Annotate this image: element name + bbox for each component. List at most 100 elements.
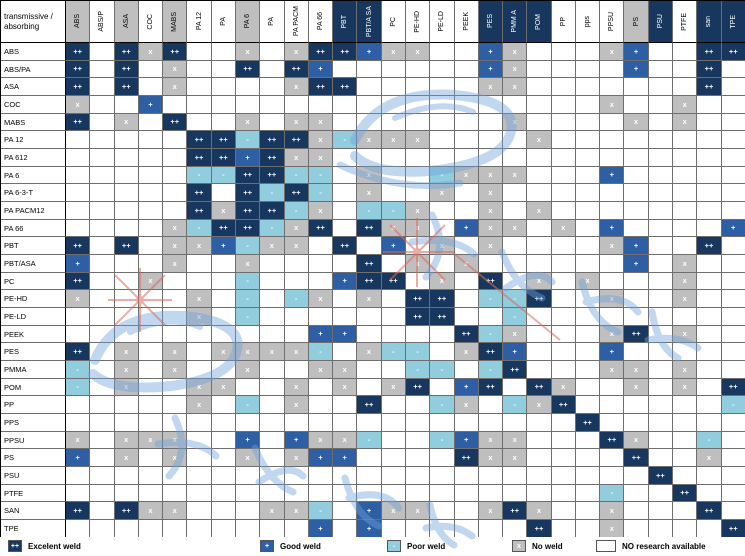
matrix-cell <box>648 431 674 450</box>
matrix-cell <box>527 96 552 114</box>
matrix-cell: x <box>673 361 698 379</box>
matrix-cell <box>381 290 406 309</box>
col-header-label: PE-LD <box>438 11 446 32</box>
matrix-cell: x <box>163 361 188 379</box>
matrix-cell <box>381 113 406 132</box>
matrix-cell <box>454 467 479 485</box>
matrix-cell <box>357 449 382 468</box>
matrix-cell <box>478 113 504 132</box>
matrix-cell: ++ <box>405 290 431 309</box>
matrix-cell <box>138 308 164 326</box>
matrix-cell <box>333 290 358 309</box>
matrix-cell: - <box>308 184 334 203</box>
matrix-cell: + <box>624 237 649 256</box>
col-header-tpe: TPE <box>721 1 745 43</box>
matrix-cell: x <box>381 502 406 521</box>
matrix-cell <box>527 237 552 256</box>
matrix-cell <box>697 96 722 114</box>
matrix-cell <box>721 96 745 114</box>
matrix-cell <box>648 43 674 61</box>
matrix-cell <box>454 131 479 150</box>
matrix-cell <box>211 414 236 432</box>
matrix-cell: - <box>430 431 455 450</box>
matrix-cell <box>284 308 309 326</box>
matrix-cell: x <box>357 131 382 150</box>
matrix-cell: x <box>600 361 625 379</box>
matrix-cell: x <box>478 202 504 220</box>
matrix-cell <box>430 414 455 432</box>
matrix-cell <box>478 484 504 503</box>
matrix-cell: ++ <box>284 131 309 150</box>
matrix-cell: ++ <box>454 449 479 468</box>
matrix-cell: x <box>187 290 212 309</box>
row-header-abs-pa: ABS/PA <box>1 60 66 79</box>
matrix-cell: + <box>721 219 745 238</box>
matrix-cell <box>114 96 139 114</box>
matrix-cell <box>478 467 504 485</box>
matrix-cell: x <box>308 202 334 220</box>
matrix-cell <box>114 131 139 150</box>
col-header-mabs: MABS <box>163 1 188 43</box>
matrix-cell: x <box>211 378 236 397</box>
matrix-cell: - <box>235 237 261 256</box>
col-header-label: PA <box>219 17 227 26</box>
matrix-cell <box>90 502 115 521</box>
matrix-cell <box>405 396 431 415</box>
matrix-cell: x <box>381 43 406 61</box>
matrix-cell: ++ <box>114 78 139 97</box>
col-header-pa-6: PA 6 <box>235 1 261 43</box>
matrix-cell: + <box>284 431 309 450</box>
matrix-cell: x <box>503 449 528 468</box>
matrix-cell <box>381 78 406 97</box>
matrix-cell <box>478 520 504 538</box>
matrix-cell <box>527 78 552 97</box>
matrix-cell <box>454 520 479 538</box>
matrix-cell <box>673 396 698 415</box>
matrix-cell <box>697 396 722 415</box>
matrix-cell <box>405 237 431 256</box>
matrix-cell <box>575 290 601 309</box>
matrix-cell <box>138 325 164 344</box>
matrix-cell <box>721 202 745 220</box>
matrix-cell <box>90 325 115 344</box>
matrix-cell <box>90 149 115 167</box>
matrix-cell <box>357 325 382 344</box>
matrix-cell <box>114 219 139 238</box>
matrix-cell <box>454 149 479 167</box>
matrix-cell: x <box>163 431 188 450</box>
matrix-cell: + <box>357 520 382 538</box>
legend-label: Good weld <box>280 541 321 551</box>
matrix-cell: + <box>66 449 91 468</box>
matrix-cell <box>90 361 115 379</box>
matrix-cell: ++ <box>163 113 188 132</box>
matrix-cell: x <box>114 449 139 468</box>
matrix-cell: x <box>405 131 431 150</box>
matrix-cell <box>114 325 139 344</box>
matrix-cell <box>454 502 479 521</box>
matrix-cell: ++ <box>357 255 382 273</box>
matrix-cell <box>235 484 261 503</box>
legend-swatch: + <box>260 540 274 552</box>
matrix-cell <box>211 361 236 379</box>
matrix-cell: - <box>235 131 261 150</box>
matrix-cell: ++ <box>430 308 455 326</box>
matrix-cell <box>648 414 674 432</box>
matrix-cell <box>284 361 309 379</box>
matrix-cell <box>600 396 625 415</box>
matrix-cell: x <box>503 325 528 344</box>
matrix-cell <box>648 78 674 97</box>
matrix-cell <box>575 43 601 61</box>
matrix-cell <box>138 131 164 150</box>
col-header-psu: PSU <box>648 1 674 43</box>
matrix-cell <box>624 166 649 185</box>
matrix-cell <box>138 520 164 538</box>
matrix-cell <box>478 396 504 415</box>
matrix-cell: x <box>333 361 358 379</box>
col-header-san: san <box>697 1 722 43</box>
matrix-cell: x <box>600 237 625 256</box>
matrix-cell: ++ <box>697 43 722 61</box>
matrix-cell <box>381 431 406 450</box>
col-header-pa: PA <box>260 1 285 43</box>
matrix-cell <box>405 431 431 450</box>
matrix-cell <box>187 361 212 379</box>
